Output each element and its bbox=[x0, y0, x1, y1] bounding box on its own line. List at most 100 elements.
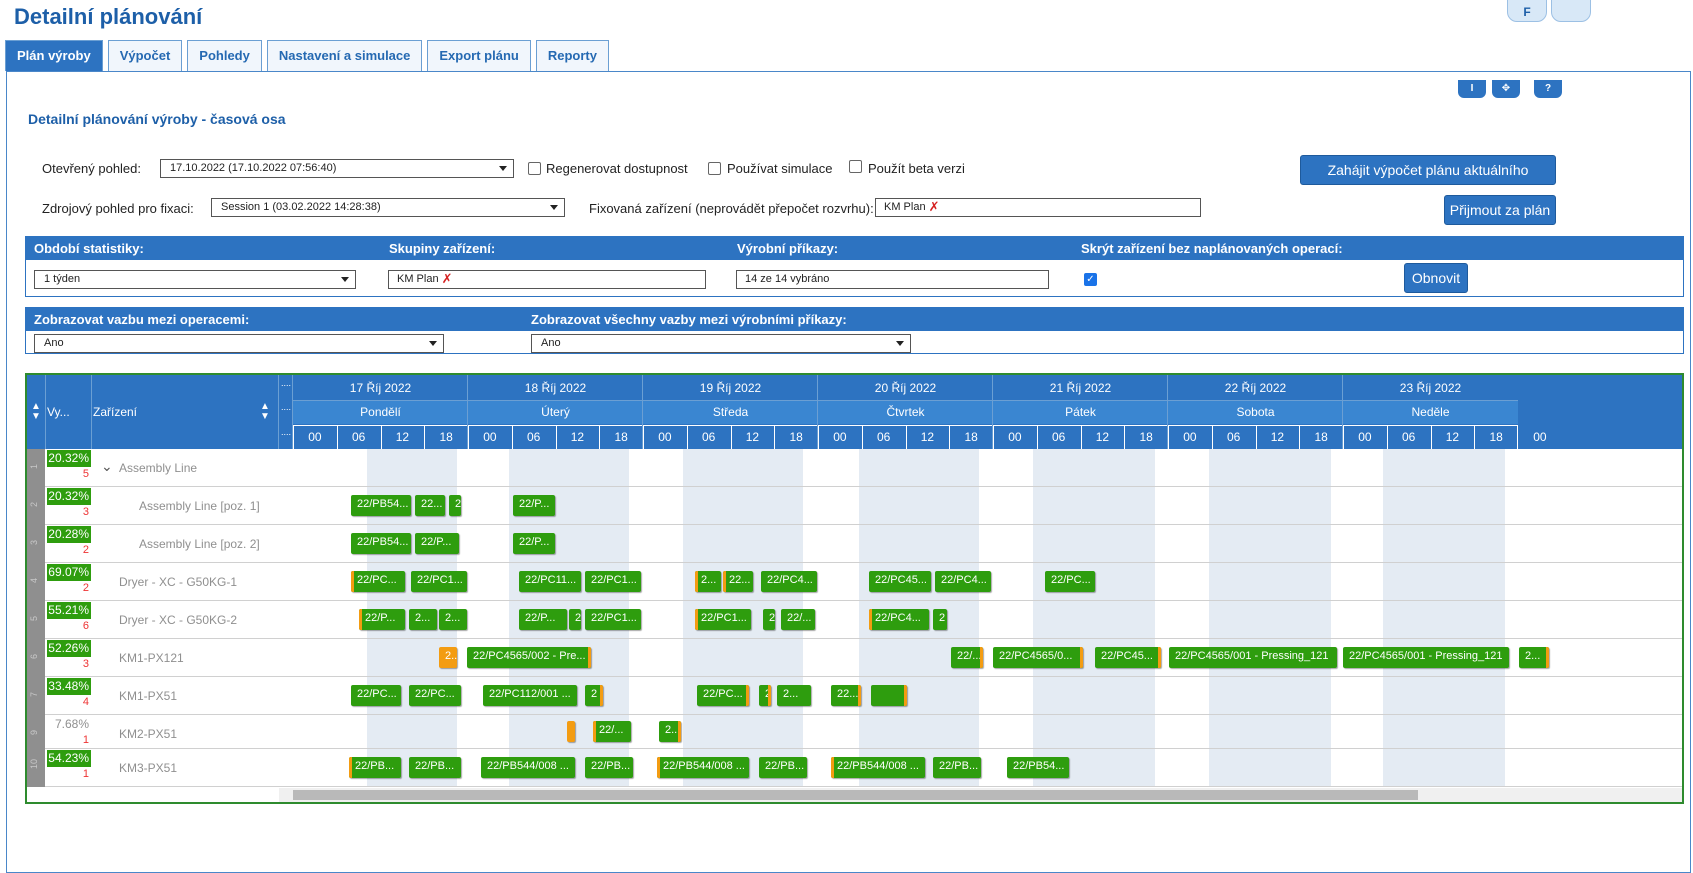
corner-button[interactable] bbox=[1551, 0, 1591, 22]
sort-icon[interactable]: ▼ bbox=[31, 411, 41, 422]
operation-bar[interactable]: 2 bbox=[569, 609, 581, 630]
corner-button-f[interactable]: F bbox=[1507, 0, 1547, 22]
table-row[interactable] bbox=[27, 449, 1682, 487]
refresh-button[interactable]: Obnovit bbox=[1404, 263, 1468, 293]
hide-empty-checkbox[interactable]: ✓ bbox=[1084, 273, 1097, 286]
device-name[interactable]: Dryer - XC - G50KG-1 bbox=[119, 575, 238, 589]
operation-bar[interactable]: 22... bbox=[415, 495, 445, 516]
operation-bar[interactable]: 22/PB544/008 ... bbox=[831, 757, 925, 778]
device-name[interactable]: Assembly Line [poz. 1] bbox=[139, 499, 260, 513]
ops-link-select[interactable]: Ano bbox=[34, 334, 444, 353]
operation-bar[interactable]: 2 bbox=[763, 609, 775, 630]
move-icon[interactable]: ✥ bbox=[1492, 80, 1520, 98]
operation-bar[interactable]: 22/... bbox=[781, 609, 815, 630]
groups-field[interactable]: KM Plan ✗ bbox=[388, 270, 706, 289]
tab-pohledy[interactable]: Pohledy bbox=[187, 40, 262, 71]
operation-bar[interactable]: 2... bbox=[695, 571, 721, 592]
device-name[interactable]: KM3-PX51 bbox=[119, 761, 178, 775]
operation-bar[interactable]: 22/P... bbox=[519, 609, 567, 630]
operation-bar[interactable]: 22/PC11... bbox=[519, 571, 581, 592]
start-calculation-button[interactable]: Zahájit výpočet plánu aktuálního pohledu bbox=[1300, 155, 1556, 206]
tab-reporty[interactable]: Reporty bbox=[535, 40, 609, 71]
operation-bar[interactable]: 2... bbox=[777, 685, 811, 706]
table-row[interactable] bbox=[27, 677, 1682, 715]
operation-bar[interactable]: 22/P... bbox=[513, 495, 555, 516]
sort-icon[interactable]: ▲ bbox=[260, 401, 270, 412]
open-view-select[interactable]: 17.10.2022 (17.10.2022 07:56:40) bbox=[160, 159, 514, 178]
operation-bar[interactable]: 22/PC4... bbox=[935, 571, 991, 592]
operation-bar[interactable]: 2 bbox=[933, 609, 947, 630]
operation-bar[interactable]: 22/PC1... bbox=[585, 609, 641, 630]
operation-bar[interactable]: 22/PC1... bbox=[411, 571, 467, 592]
operation-bar[interactable]: 22/P... bbox=[359, 609, 405, 630]
operation-bar[interactable]: 22/PB... bbox=[349, 757, 401, 778]
info-button[interactable]: I bbox=[1458, 80, 1486, 98]
operation-bar[interactable]: 22/PC4565/001 - Pressing_121 bbox=[1343, 647, 1509, 668]
operation-bar[interactable] bbox=[567, 721, 575, 742]
operation-bar[interactable] bbox=[871, 685, 907, 706]
operation-bar[interactable]: 22/PB... bbox=[585, 757, 633, 778]
operation-bar[interactable]: 22/PC... bbox=[351, 571, 405, 592]
operation-bar[interactable]: 2 bbox=[449, 495, 461, 516]
operation-bar[interactable]: 22/... bbox=[951, 647, 983, 668]
operation-bar[interactable]: 22... bbox=[759, 685, 771, 706]
sort-icon[interactable]: ▲ bbox=[31, 401, 41, 412]
horizontal-scrollbar[interactable] bbox=[279, 788, 1682, 802]
operation-bar[interactable]: 22/PC45... bbox=[869, 571, 931, 592]
operation-bar[interactable]: 22/PB54... bbox=[1007, 757, 1069, 778]
operation-bar[interactable]: 22/P... bbox=[513, 533, 555, 554]
tab-plan-vyroby[interactable]: Plán výroby bbox=[5, 40, 103, 71]
table-row[interactable] bbox=[27, 601, 1682, 639]
scrollbar-thumb[interactable] bbox=[293, 790, 1418, 800]
operation-bar[interactable]: 22/PC4565/002 - Pre... bbox=[467, 647, 591, 668]
operation-bar[interactable]: 22... bbox=[723, 571, 753, 592]
orders-link-select[interactable]: Ano bbox=[531, 334, 911, 353]
operation-bar[interactable]: 22... bbox=[831, 685, 861, 706]
operation-bar[interactable]: 2 bbox=[585, 685, 603, 706]
table-row[interactable] bbox=[27, 749, 1682, 787]
table-row[interactable] bbox=[27, 715, 1682, 749]
chevron-down-icon[interactable]: ⌄ bbox=[101, 458, 113, 474]
device-name[interactable]: KM1-PX121 bbox=[119, 651, 184, 665]
operation-bar[interactable]: 22/PB... bbox=[933, 757, 981, 778]
operation-bar[interactable]: 22/PC112/001 ... bbox=[483, 685, 577, 706]
source-view-select[interactable]: Session 1 (03.02.2022 14:28:38) bbox=[211, 198, 565, 217]
simulation-checkbox[interactable] bbox=[708, 162, 721, 175]
table-row[interactable] bbox=[27, 563, 1682, 601]
tab-vypocet[interactable]: Výpočet bbox=[107, 40, 183, 71]
device-name[interactable]: KM2-PX51 bbox=[119, 727, 178, 741]
accept-plan-button[interactable]: Přijmout za plán bbox=[1444, 195, 1556, 225]
operation-bar[interactable]: 22/... bbox=[593, 721, 631, 742]
device-name[interactable]: Assembly Line [poz. 2] bbox=[139, 537, 260, 551]
operation-bar[interactable]: 22/PB544/008 ... bbox=[481, 757, 575, 778]
operation-bar[interactable]: 22/PB54... bbox=[351, 533, 411, 554]
operation-bar[interactable]: 22/PC... bbox=[351, 685, 401, 706]
device-name[interactable]: KM1-PX51 bbox=[119, 689, 178, 703]
operation-bar[interactable]: 2... bbox=[409, 609, 437, 630]
tab-nastaveni-simulace[interactable]: Nastavení a simulace bbox=[266, 40, 423, 71]
fixed-devices-field[interactable]: KM Plan ✗ bbox=[875, 198, 1201, 217]
operation-bar[interactable]: 22/P... bbox=[415, 533, 459, 554]
period-select[interactable]: 1 týden bbox=[34, 270, 356, 289]
regen-checkbox[interactable] bbox=[528, 162, 541, 175]
operation-bar[interactable]: 22/PC... bbox=[409, 685, 461, 706]
device-name[interactable]: Assembly Line bbox=[119, 461, 198, 475]
operation-bar[interactable]: 2... bbox=[439, 647, 457, 668]
operation-bar[interactable]: 22/PC1... bbox=[695, 609, 751, 630]
operation-bar[interactable]: 2... bbox=[439, 609, 467, 630]
column-header-utilization[interactable]: Vy... bbox=[47, 405, 70, 419]
device-name[interactable]: Dryer - XC - G50KG-2 bbox=[119, 613, 238, 627]
orders-field[interactable]: 14 ze 14 vybráno bbox=[736, 270, 1049, 289]
operation-bar[interactable]: 2... bbox=[659, 721, 681, 742]
remove-icon[interactable]: ✗ bbox=[441, 271, 453, 286]
column-header-device[interactable]: Zařízení bbox=[93, 405, 138, 419]
operation-bar[interactable]: 22/PC4... bbox=[869, 609, 929, 630]
table-row[interactable] bbox=[27, 525, 1682, 563]
operation-bar[interactable]: 22/PB544/008 ... bbox=[657, 757, 749, 778]
tab-export-planu[interactable]: Export plánu bbox=[427, 40, 531, 71]
operation-bar[interactable]: 22/PC4565/001 - Pressing_121 bbox=[1169, 647, 1337, 668]
operation-bar[interactable]: 22/PB54... bbox=[351, 495, 411, 516]
operation-bar[interactable]: 22/PB... bbox=[409, 757, 461, 778]
operation-bar[interactable]: 22/PC45... bbox=[1095, 647, 1161, 668]
table-row[interactable] bbox=[27, 639, 1682, 677]
